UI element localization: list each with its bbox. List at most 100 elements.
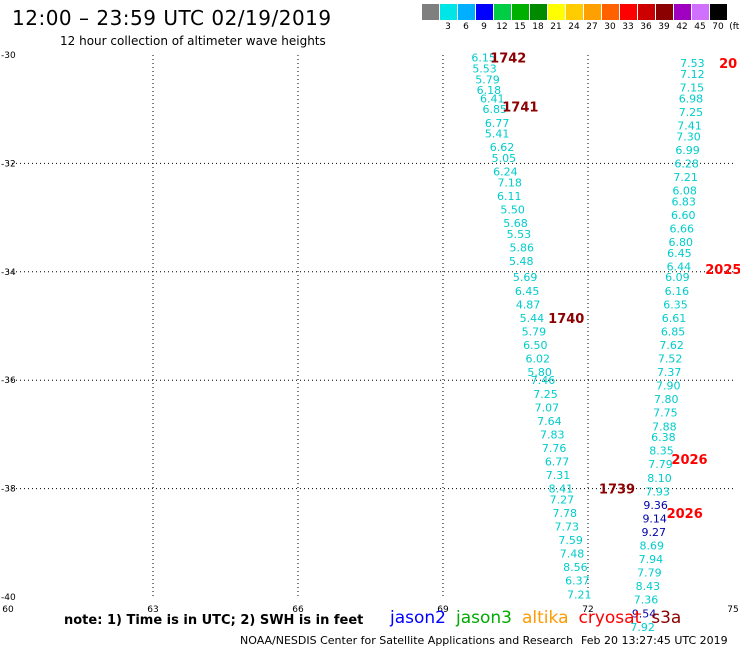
wave-height-value: 5.53 <box>507 228 532 241</box>
page-subtitle: 12 hour collection of altimeter wave hei… <box>60 34 326 48</box>
latitude-tick-label: -30 <box>1 51 16 61</box>
legend-entry-jason2: jason2 <box>390 608 446 628</box>
wave-height-value: 6.77 <box>485 117 510 130</box>
longitude-tick-label: 63 <box>147 605 158 615</box>
wave-height-value: 7.73 <box>554 521 579 534</box>
wave-height-value: 6.38 <box>651 431 676 444</box>
wave-height-value: 6.83 <box>671 195 696 208</box>
colorbar-label: 24 <box>568 22 580 32</box>
wave-height-value: 7.46 <box>531 374 556 387</box>
wave-height-value: 7.64 <box>537 415 562 428</box>
wave-height-value: 7.52 <box>658 353 683 366</box>
wave-height-value: 5.48 <box>509 255 534 268</box>
colorbar-label: 3 <box>445 22 451 32</box>
colorbar-swatch <box>602 4 620 20</box>
longitude-tick-label: 75 <box>727 605 738 615</box>
colorbar-swatch <box>710 4 728 20</box>
wave-height-value: 7.78 <box>553 507 578 520</box>
wave-height-value: 6.45 <box>515 285 540 298</box>
wave-height-value: 7.90 <box>656 380 681 393</box>
wave-height-value: 7.27 <box>550 493 575 506</box>
wave-height-value: 5.69 <box>513 271 538 284</box>
colorbar-label: 18 <box>532 22 544 32</box>
colorbar-label: 36 <box>640 22 652 32</box>
wave-height-value: 8.10 <box>647 472 672 485</box>
colorbar-swatch <box>566 4 584 20</box>
wave-height-value: 6.77 <box>545 456 570 469</box>
colorbar-swatch <box>422 4 440 20</box>
wave-height-value: 7.12 <box>680 68 705 81</box>
wave-height-value: 6.37 <box>565 575 590 588</box>
wave-height-value: 6.08 <box>672 185 697 198</box>
colorbar-label: 45 <box>694 22 706 32</box>
colorbar-swatch <box>638 4 656 20</box>
latitude-tick-label: -32 <box>1 159 16 169</box>
wave-height-value: 5.05 <box>492 152 517 165</box>
colorbar-label: 39 <box>658 22 670 32</box>
wave-height-value: 6.28 <box>674 157 699 170</box>
wave-height-value: 7.30 <box>676 130 701 143</box>
pass-number-label: 2025 <box>705 263 740 278</box>
colorbar-swatch <box>440 4 458 20</box>
wave-height-value: 7.18 <box>497 176 522 189</box>
wave-height-value: 6.85 <box>661 325 686 338</box>
wave-height-value: 5.41 <box>485 128 510 141</box>
wave-height-value: 6.98 <box>679 92 704 105</box>
legend-entry-cryosat: cryosat <box>578 608 642 628</box>
wave-height-value: 7.41 <box>677 119 702 132</box>
legend-entry-jason3: jason3 <box>456 608 512 628</box>
wave-height-value: 6.18 <box>477 84 502 97</box>
wave-height-value: 7.37 <box>657 366 682 379</box>
pass-number-label: 1739 <box>599 483 635 498</box>
pass-number-label: 1741 <box>502 100 538 115</box>
latitude-tick-label: -38 <box>1 485 16 495</box>
colorbar-label: 70 <box>712 22 724 32</box>
wave-height-value: 7.15 <box>680 82 705 95</box>
colorbar-swatch <box>656 4 674 20</box>
wave-height-value: 7.21 <box>567 588 592 601</box>
colorbar-swatch <box>512 4 530 20</box>
wave-height-value: 8.35 <box>649 445 674 458</box>
wave-height-value: 7.48 <box>560 548 585 561</box>
latitude-tick-label: -40 <box>1 593 16 603</box>
wave-height-value: 6.45 <box>667 247 692 260</box>
wave-height-value: 7.36 <box>634 594 659 607</box>
legend-entry-s3a: s3a <box>651 608 682 628</box>
wave-height-value: 6.44 <box>667 260 692 273</box>
wave-height-value: 7.79 <box>637 567 662 580</box>
wave-height-value: 7.88 <box>652 420 677 433</box>
wave-height-value: 5.80 <box>527 366 552 379</box>
wave-height-value: 5.79 <box>522 325 547 338</box>
longitude-tick-label: 69 <box>437 605 449 615</box>
wave-height-value: 8.43 <box>636 580 661 593</box>
wave-height-value: 7.75 <box>653 407 678 420</box>
wave-height-value: 6.41 <box>480 92 505 105</box>
longitude-tick-label: 72 <box>582 605 593 615</box>
colorbar-label: 33 <box>622 22 634 32</box>
wave-height-value: 6.02 <box>525 353 550 366</box>
colorbar-swatch <box>458 4 476 20</box>
wave-height-value: 5.44 <box>520 312 545 325</box>
pass-number-label: 1742 <box>490 52 526 67</box>
colorbar-label: 9 <box>481 22 487 32</box>
colorbar-swatch <box>620 4 638 20</box>
colorbar-swatch <box>476 4 494 20</box>
wave-height-value: 7.07 <box>535 401 560 414</box>
wave-height-value: 7.76 <box>542 442 567 455</box>
generation-timestamp: Feb 20 13:27:45 UTC 2019 <box>581 634 728 647</box>
wave-height-value: 7.31 <box>546 469 571 482</box>
wave-height-value: 5.50 <box>500 203 525 216</box>
wave-height-value: 7.25 <box>533 388 558 401</box>
wave-height-value: 7.21 <box>673 171 698 184</box>
wave-height-value: 6.15 <box>471 52 496 65</box>
page-title: 12:00 – 23:59 UTC 02/19/2019 <box>12 6 332 30</box>
wave-height-value: 6.35 <box>663 298 688 311</box>
colorbar-label: 42 <box>676 22 688 32</box>
wave-height-value: 6.62 <box>490 141 515 154</box>
longitude-tick-label: 60 <box>2 605 14 615</box>
wave-height-value: 6.85 <box>482 103 507 116</box>
wave-height-value: 5.79 <box>475 73 500 86</box>
credit-text: NOAA/NESDIS Center for Satellite Applica… <box>240 634 574 647</box>
colorbar-swatch <box>674 4 692 20</box>
